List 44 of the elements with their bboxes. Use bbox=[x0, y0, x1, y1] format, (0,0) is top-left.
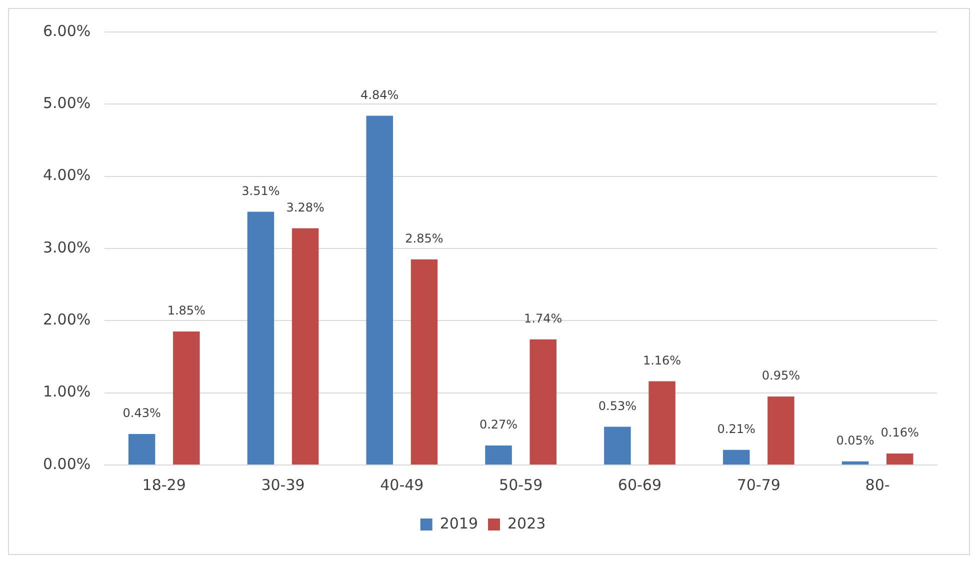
x-tick-label: 18-29 bbox=[142, 476, 186, 494]
x-tick-label: 80- bbox=[865, 476, 890, 494]
bar bbox=[886, 453, 914, 464]
x-tick-label: 40-49 bbox=[380, 476, 424, 494]
data-label: 1.74% bbox=[524, 312, 562, 326]
bar bbox=[768, 396, 794, 464]
data-label: 3.51% bbox=[242, 184, 280, 198]
bar bbox=[410, 259, 438, 464]
data-label: 0.05% bbox=[836, 434, 874, 448]
y-tick-label: 3.00% bbox=[42, 238, 91, 256]
x-tick-label: 60-69 bbox=[618, 476, 662, 494]
y-tick-label: 1.00% bbox=[42, 382, 91, 401]
legend-label: 2019 bbox=[440, 514, 478, 532]
data-label: 0.16% bbox=[880, 426, 919, 440]
bar bbox=[366, 116, 393, 464]
data-label: 2.85% bbox=[405, 231, 444, 246]
data-label: 1.85% bbox=[167, 304, 206, 318]
bar bbox=[648, 381, 676, 464]
bar bbox=[842, 461, 869, 464]
data-label: 4.84% bbox=[360, 88, 399, 102]
bar bbox=[485, 446, 512, 464]
y-tick-label: 0.00% bbox=[42, 454, 91, 473]
data-label: 3.28% bbox=[286, 200, 324, 214]
data-label: 0.43% bbox=[122, 406, 161, 420]
x-tick-label: 50-59 bbox=[499, 476, 543, 494]
legend-label: 2023 bbox=[508, 514, 546, 532]
y-tick-label: 4.00% bbox=[42, 166, 91, 184]
data-label: 0.21% bbox=[717, 422, 756, 436]
bar bbox=[292, 228, 319, 464]
y-tick-label: 2.00% bbox=[42, 310, 91, 329]
y-tick-label: 6.00% bbox=[42, 22, 91, 40]
bar bbox=[722, 450, 750, 464]
bar bbox=[247, 212, 274, 464]
bar bbox=[128, 434, 156, 464]
data-label: 1.16% bbox=[642, 353, 682, 368]
bar bbox=[604, 426, 631, 464]
data-label: 0.53% bbox=[598, 398, 636, 413]
x-tick-label: 70-79 bbox=[736, 476, 780, 494]
x-tick-label: 30-39 bbox=[261, 476, 305, 494]
y-tick-label: 5.00% bbox=[42, 94, 91, 112]
bar bbox=[173, 331, 200, 464]
bar bbox=[530, 339, 556, 464]
data-label: 0.95% bbox=[762, 368, 800, 383]
data-label: 0.27% bbox=[479, 418, 518, 432]
